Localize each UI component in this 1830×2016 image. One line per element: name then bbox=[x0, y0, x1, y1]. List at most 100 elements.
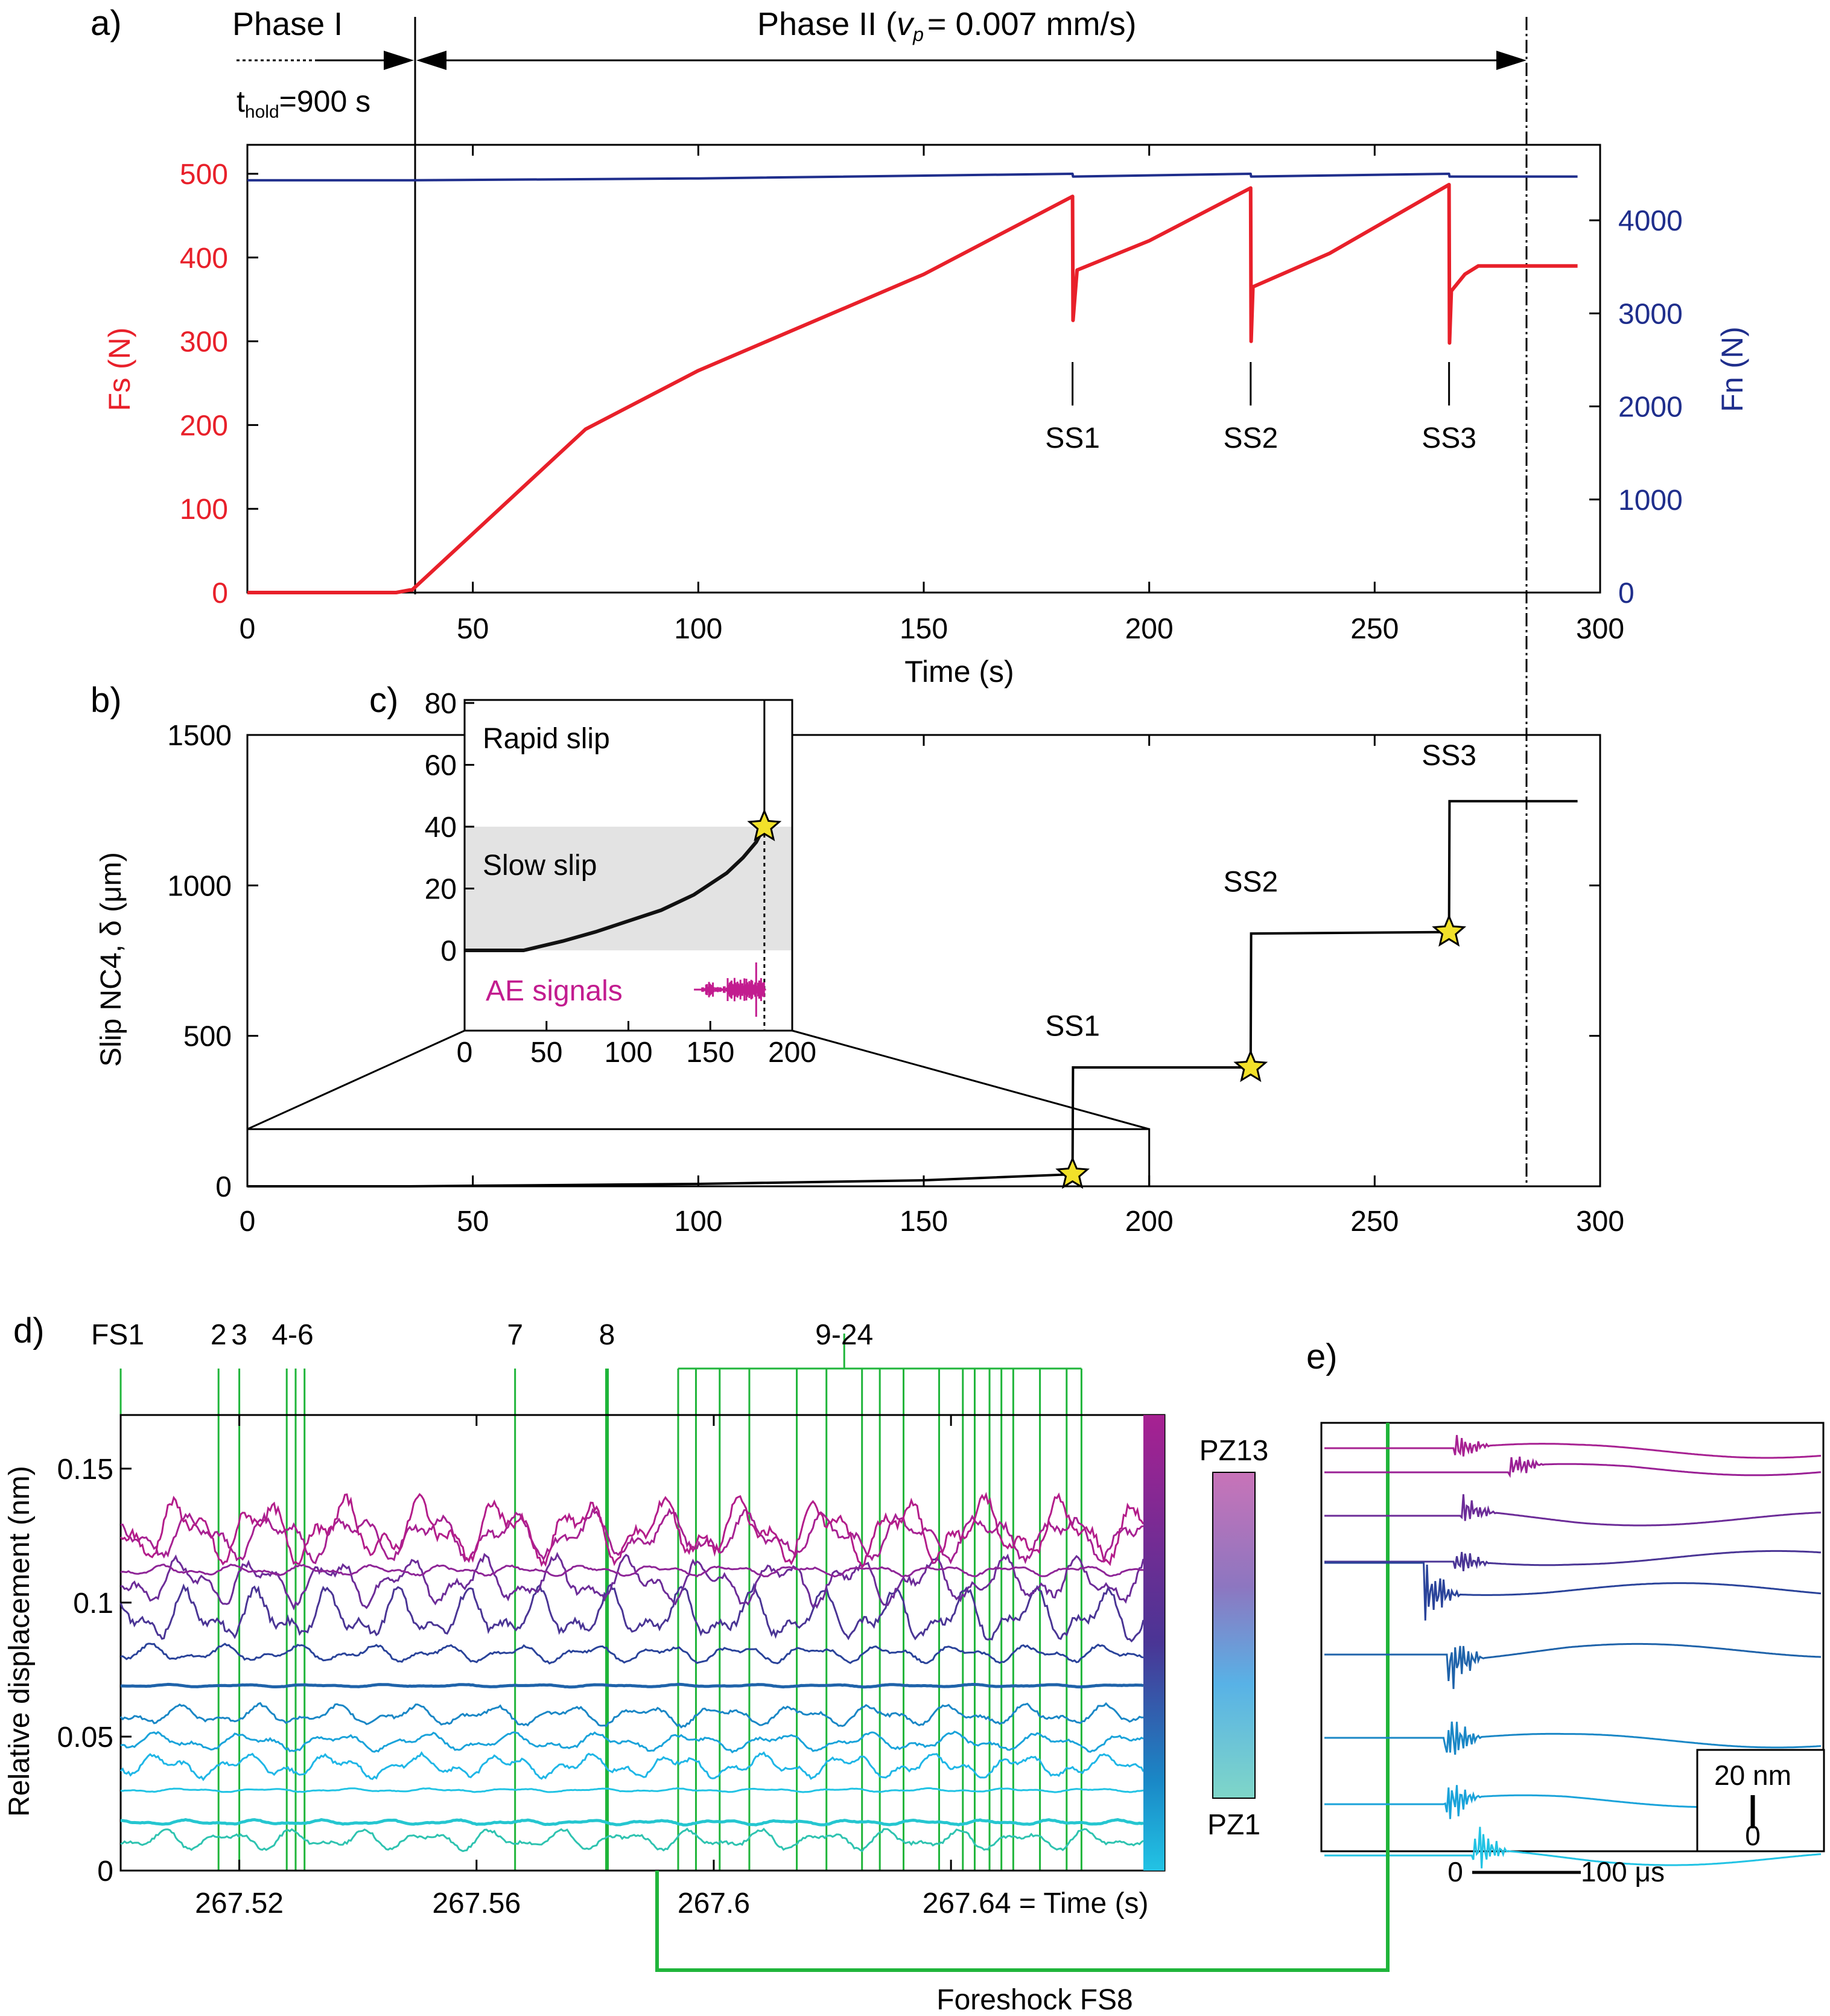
event-label: 3 bbox=[231, 1319, 247, 1351]
trace-end-strip bbox=[1143, 1415, 1164, 1871]
panel-b-zoom-lines bbox=[246, 1029, 1151, 1188]
panel-b-annotation: SS3 bbox=[1422, 740, 1476, 772]
panel-d-xtick-label: 267.52 bbox=[195, 1887, 284, 1919]
panel-a-annotation: SS3 bbox=[1422, 422, 1476, 454]
slip-star bbox=[1055, 1156, 1090, 1189]
event-label: 4-6 bbox=[272, 1319, 313, 1351]
panel-a-annotation: SS1 bbox=[1045, 422, 1100, 454]
panel-d-xtick-label: 267.56 bbox=[432, 1887, 521, 1919]
panel-a-xtick-label: 300 bbox=[1576, 613, 1624, 645]
panel-e-trace-3 bbox=[1324, 1494, 1822, 1527]
scalebar-time-label: 100 μs bbox=[1581, 1856, 1665, 1887]
event-label: 2 bbox=[211, 1319, 227, 1351]
panel-c-xtick-label: 200 bbox=[768, 1037, 816, 1069]
panel-label-b: b) bbox=[91, 681, 122, 720]
panel-b-ytick-label: 1500 bbox=[167, 720, 232, 752]
trace-channel-10 bbox=[120, 1551, 1145, 1611]
foreshock-connector bbox=[655, 1851, 1390, 1972]
panel-c-ytick-label: 20 bbox=[425, 874, 457, 906]
panel-b-xtick-label: 300 bbox=[1576, 1206, 1624, 1238]
trace-channel-6 bbox=[119, 1702, 1143, 1729]
panel-label-d: d) bbox=[13, 1311, 45, 1350]
panel-a-ytick-left-label: 200 bbox=[180, 410, 228, 442]
panel-d-ytick-label: 0.05 bbox=[57, 1722, 113, 1754]
event-label: 8 bbox=[599, 1319, 615, 1351]
panel-a-ytick-left-label: 100 bbox=[180, 494, 228, 526]
panel-b-ytick-label: 1000 bbox=[167, 870, 232, 902]
panel-e-trace-6 bbox=[1324, 1642, 1822, 1690]
panel-b-xtick-label: 200 bbox=[1125, 1206, 1174, 1238]
panel-e-trace-7 bbox=[1324, 1722, 1822, 1755]
panel-a-series-fn bbox=[247, 173, 1578, 182]
panel-a-ytick-right-label: 4000 bbox=[1618, 205, 1683, 237]
panel-b-annotations: SS1 SS2 SS3 bbox=[1045, 740, 1476, 1043]
panel-c-xtick-label: 150 bbox=[686, 1037, 734, 1069]
trace-channel-4 bbox=[119, 1750, 1145, 1781]
panel-a-ylabel-left: Fs (N) bbox=[103, 328, 136, 412]
panel-a-ytick-right-label: 0 bbox=[1618, 577, 1635, 609]
scalebar-box bbox=[1696, 1749, 1825, 1852]
panel-label-e: e) bbox=[1306, 1337, 1338, 1376]
panel-a-annotation: SS2 bbox=[1223, 422, 1278, 454]
panel-c-ytick-label: 40 bbox=[425, 812, 457, 844]
slow-slip-label: Slow slip bbox=[483, 850, 597, 882]
panel-d-traces bbox=[119, 1415, 1164, 1871]
phase2-arrowhead-right bbox=[1496, 51, 1527, 70]
panel-b-ytick-label: 500 bbox=[183, 1021, 232, 1053]
scalebar-amp-top: 20 nm bbox=[1714, 1760, 1791, 1791]
event-label: 7 bbox=[507, 1319, 523, 1351]
panel-a-xlabel: Time (s) bbox=[904, 655, 1014, 688]
panel-c-ae-label: AE signals bbox=[486, 975, 623, 1007]
panel-d-ytick-label: 0.15 bbox=[57, 1454, 113, 1486]
panel-a-ytick-left-label: 500 bbox=[180, 159, 228, 191]
phase1-label: Phase I bbox=[232, 6, 343, 42]
panel-e-trace-9 bbox=[1324, 1827, 1822, 1869]
panel-a-xtick-label: 150 bbox=[900, 613, 948, 645]
panel-b-slip-series bbox=[247, 800, 1578, 1188]
trace-channel-9 bbox=[119, 1582, 1145, 1643]
event-label: FS1 bbox=[91, 1319, 144, 1351]
panel-c-xtick-label: 100 bbox=[604, 1037, 652, 1069]
trace-channel-3 bbox=[120, 1787, 1144, 1793]
slow-slip-region bbox=[465, 827, 792, 950]
panel-c-inset-chart: Slow slip Rapid slip 0 50 100 150 200 0 20 40 60 80… bbox=[425, 688, 816, 1069]
panel-a-xtick-label: 0 bbox=[240, 613, 256, 645]
panel-d-xtick-label: 267.6 bbox=[678, 1887, 750, 1919]
panel-d-waveform-chart: FS1 2 3 4-6 7 8 9-24 267.52 267.56 267.6 267.64 =… bbox=[4, 1319, 1268, 1919]
panel-a-frame bbox=[246, 144, 1601, 594]
panel-a-series-fs bbox=[247, 183, 1578, 594]
panel-b-ytick-label: 0 bbox=[215, 1171, 232, 1203]
panel-e-trace-1 bbox=[1324, 1435, 1822, 1459]
panel-c-content: Slow slip Rapid slip 0 50 100 150 200 0 20 40 60 80 bbox=[425, 688, 816, 1069]
rapid-slip-label: Rapid slip bbox=[483, 723, 610, 755]
panel-label-a: a) bbox=[91, 4, 122, 43]
panel-b-annotation: SS1 bbox=[1045, 1011, 1100, 1043]
scalebar-amp-bottom: 0 bbox=[1745, 1820, 1761, 1851]
panel-b-xtick-label: 150 bbox=[900, 1206, 948, 1238]
panel-c-xtick-label: 0 bbox=[457, 1037, 473, 1069]
panel-b-xtick-label: 0 bbox=[240, 1206, 256, 1238]
trace-channel-8 bbox=[120, 1642, 1144, 1665]
panel-a-ticks: 0 50 100 150 200 250 3000100200300400500010002… bbox=[180, 145, 1683, 645]
panel-c-frame bbox=[463, 699, 793, 1032]
slip-star bbox=[1432, 914, 1467, 947]
panel-b-xtick-label: 100 bbox=[674, 1206, 722, 1238]
trace-channel-5 bbox=[120, 1731, 1144, 1754]
panel-a-ytick-right-label: 2000 bbox=[1618, 392, 1683, 424]
panel-d-frame bbox=[119, 1414, 1166, 1872]
panel-b-annotation: SS2 bbox=[1223, 866, 1278, 898]
trace-channel-12 bbox=[120, 1507, 1144, 1565]
panel-e-trace-5 bbox=[1324, 1562, 1822, 1621]
panel-d-xtick-label: 267.64 = Time (s) bbox=[923, 1887, 1149, 1919]
colorbar-bottom-label: PZ1 bbox=[1207, 1809, 1260, 1841]
panel-d-ticks: 267.52 267.56 267.6 267.64 = Time (s) 0 0.05 0… bbox=[57, 1415, 1149, 1919]
trace-channel-13 bbox=[119, 1492, 1145, 1569]
foreshock-connector-line bbox=[655, 1851, 1390, 1972]
panel-a-xtick-label: 50 bbox=[457, 613, 489, 645]
panel-c-slip-series bbox=[465, 825, 766, 952]
panel-c-ytick-label: 60 bbox=[425, 750, 457, 782]
panel-e-trace-4 bbox=[1324, 1550, 1822, 1571]
panel-a-ytick-left-label: 300 bbox=[180, 326, 228, 358]
